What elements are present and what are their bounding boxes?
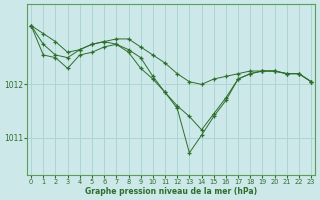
X-axis label: Graphe pression niveau de la mer (hPa): Graphe pression niveau de la mer (hPa) <box>85 187 257 196</box>
